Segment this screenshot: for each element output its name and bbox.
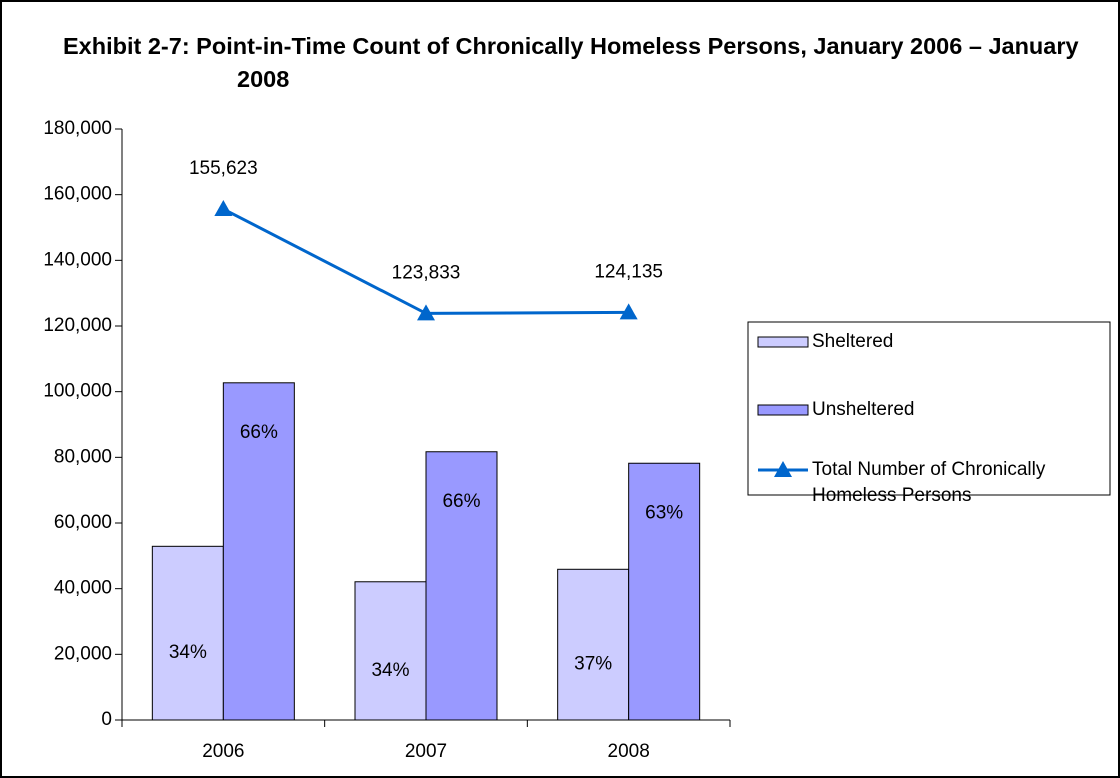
y-tick-label: 20,000: [54, 643, 112, 664]
bar: [151, 545, 224, 721]
bar: [557, 568, 630, 721]
legend-label: Total Number of Chronically Homeless Per…: [812, 459, 1046, 506]
y-tick-label: 0: [101, 709, 112, 730]
data-label: 123,833: [392, 262, 461, 283]
bar: [354, 581, 427, 721]
marker: [214, 200, 233, 217]
legend-marker: [774, 461, 792, 477]
y-tick-label: 180,000: [43, 118, 112, 139]
x-tick-label: 2007: [405, 741, 447, 762]
legend-label: Sheltered: [812, 331, 894, 352]
bar: [222, 382, 295, 721]
y-tick-label: 80,000: [54, 446, 112, 467]
bar-label: 66%: [240, 422, 278, 443]
bar-label: 63%: [645, 502, 683, 523]
data-label: 155,623: [189, 158, 258, 179]
legend-item: Sheltered: [812, 331, 894, 352]
bar-label: 34%: [169, 642, 207, 663]
x-tick-label: 2008: [608, 741, 650, 762]
legend-item: Unsheltered: [812, 399, 915, 420]
bar: [425, 451, 498, 721]
y-tick-label: 40,000: [54, 578, 112, 599]
y-tick-label: 160,000: [43, 184, 112, 205]
legend-item: Total Number of Chronically Homeless Per…: [812, 459, 1046, 506]
bar-label: 66%: [442, 491, 480, 512]
bar: [628, 462, 701, 721]
y-tick-label: 100,000: [43, 381, 112, 402]
legend-swatch: [757, 336, 809, 348]
y-tick-label: 60,000: [54, 512, 112, 533]
chart-title: Exhibit 2-7: Point-in-Time Count of Chro…: [63, 33, 1079, 92]
y-tick-label: 120,000: [43, 315, 112, 336]
data-label: 124,135: [594, 261, 663, 282]
x-tick-label: 2006: [202, 741, 244, 762]
bar-label: 37%: [574, 654, 612, 675]
marker: [619, 303, 638, 320]
y-tick-label: 140,000: [43, 249, 112, 270]
legend-swatch: [757, 404, 809, 416]
title-box: Exhibit 2-7: Point-in-Time Count of Chro…: [63, 33, 1079, 92]
marker: [417, 304, 435, 321]
bar-label: 34%: [371, 660, 409, 681]
legend-label: Unsheltered: [812, 399, 915, 420]
